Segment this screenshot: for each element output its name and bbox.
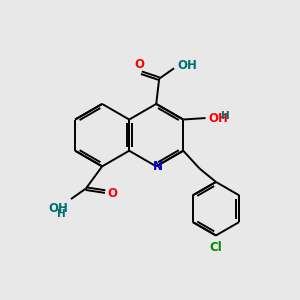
Text: OH: OH <box>208 112 228 124</box>
Text: N: N <box>153 160 163 173</box>
Text: OH: OH <box>49 202 69 215</box>
Text: H: H <box>221 111 230 121</box>
Text: OH: OH <box>178 59 197 72</box>
Text: H: H <box>57 209 66 219</box>
Text: Cl: Cl <box>210 241 222 254</box>
Text: O: O <box>135 58 145 71</box>
Text: O: O <box>107 187 118 200</box>
